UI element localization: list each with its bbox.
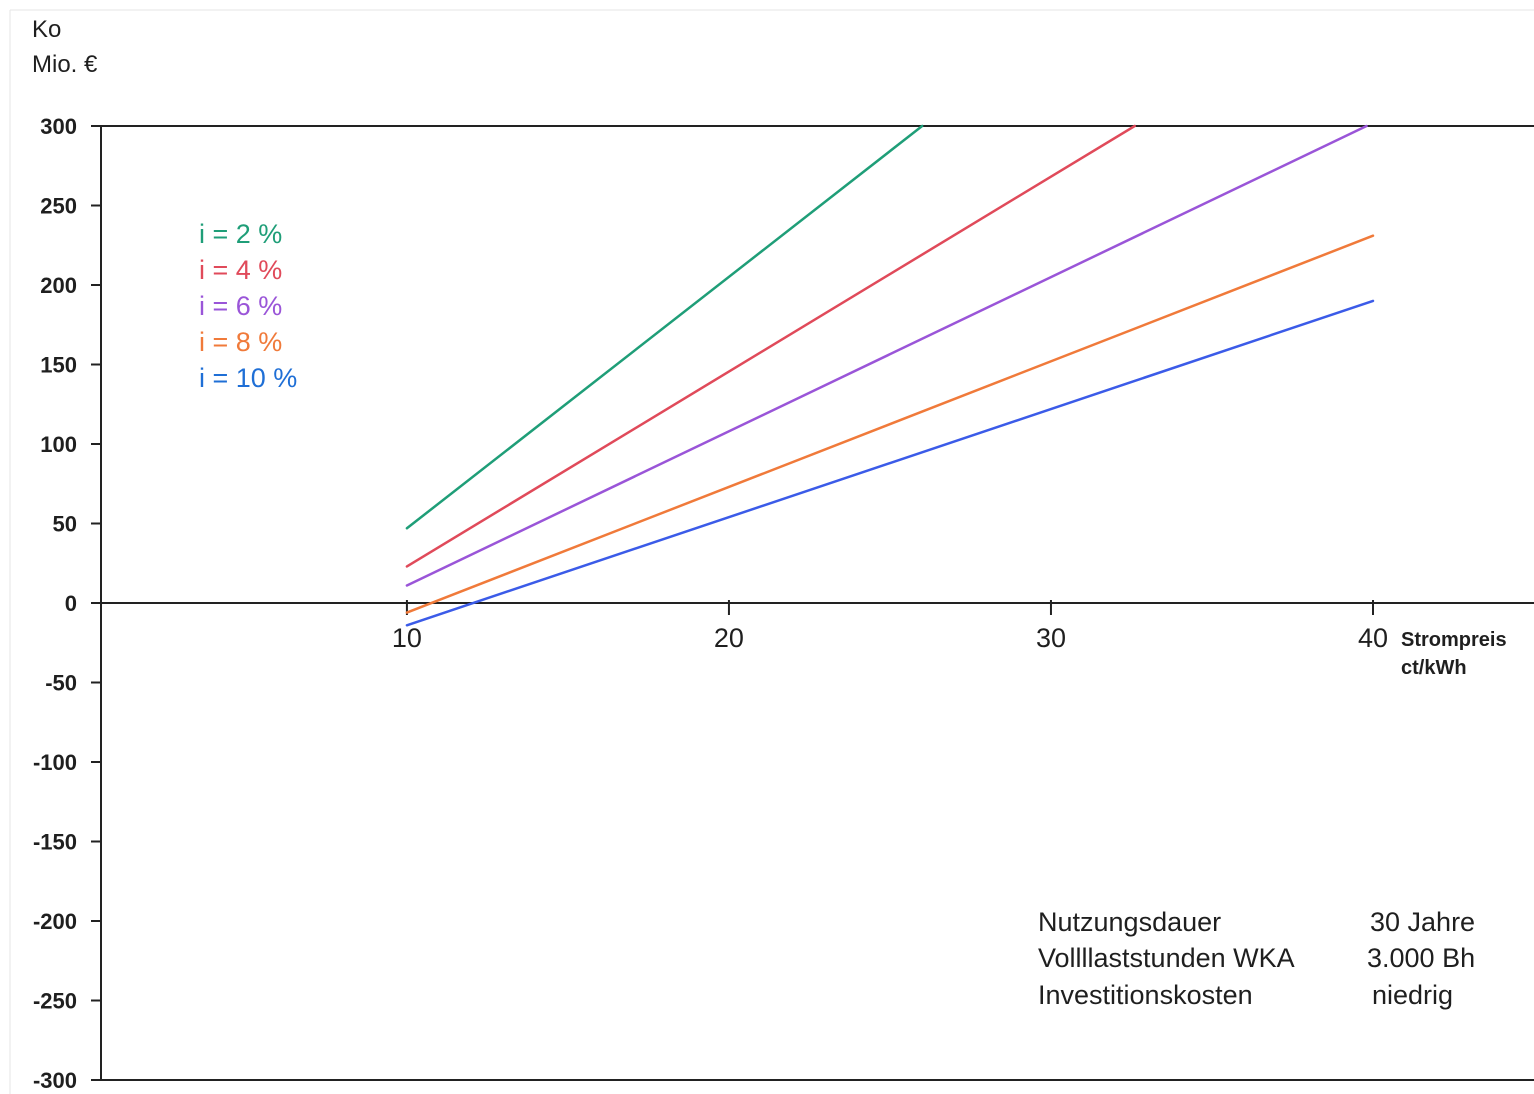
x-tick-label: 10 [392, 623, 422, 653]
annotation-label-investitionskosten: Investitionskosten [1038, 980, 1253, 1010]
y-tick-label: -200 [33, 909, 77, 934]
x-tick-label: 40 [1358, 623, 1388, 653]
y-tick-label: 100 [40, 432, 77, 457]
y-axis-label-line2: Mio. € [32, 51, 98, 78]
y-tick-label: 50 [53, 512, 77, 537]
series-line-1 [407, 126, 922, 528]
y-tick-label: -150 [33, 830, 77, 855]
y-tick-label: 0 [65, 591, 77, 616]
series-line-4 [407, 236, 1373, 613]
y-tick-label: 300 [40, 114, 77, 139]
y-tick-label: 150 [40, 353, 77, 378]
legend-entry-i4: i = 4 % [199, 255, 282, 285]
series-line-2 [407, 126, 1135, 566]
x-axis-label-line1: Strompreis [1401, 629, 1507, 651]
annotation-label-volllaststunden: Vollllaststunden WKA [1038, 943, 1295, 973]
annotation-value-volllaststunden: 3.000 Bh [1367, 943, 1475, 973]
y-tick-label: 200 [40, 273, 77, 298]
parameter-annotation: Nutzungsdauer 30 Jahre Vollllaststunden … [1038, 907, 1475, 1010]
x-tick-label: 30 [1036, 623, 1066, 653]
y-tick-label: 250 [40, 194, 77, 219]
series-line-3 [407, 126, 1367, 586]
y-tick-label: -250 [33, 989, 77, 1014]
y-tick-label: -100 [33, 750, 77, 775]
annotation-label-nutzungsdauer: Nutzungsdauer [1038, 907, 1221, 937]
y-tick-label: -300 [33, 1068, 77, 1093]
y-tick-label: -50 [45, 671, 77, 696]
x-ticks: 10 20 30 40 [392, 600, 1388, 653]
legend-entry-i10: i = 10 % [199, 363, 297, 393]
y-ticks: 300 250 200 150 100 50 0 -50 -100 -150 -200 -250 -30… [33, 114, 101, 1093]
y-axis-label-line1: Ko [32, 16, 61, 43]
series-lines [407, 126, 1373, 625]
legend: i = 2 % i = 4 % i = 6 % i = 8 % i = 10 % [199, 219, 297, 393]
annotation-value-investitionskosten: niedrig [1372, 980, 1453, 1010]
annotation-value-nutzungsdauer: 30 Jahre [1370, 907, 1475, 937]
x-tick-label: 20 [714, 623, 744, 653]
legend-entry-i8: i = 8 % [199, 327, 282, 357]
series-line-5 [407, 301, 1373, 625]
x-axis-label-line2: ct/kWh [1401, 657, 1467, 679]
legend-entry-i2: i = 2 % [199, 219, 282, 249]
legend-entry-i6: i = 6 % [199, 291, 282, 321]
